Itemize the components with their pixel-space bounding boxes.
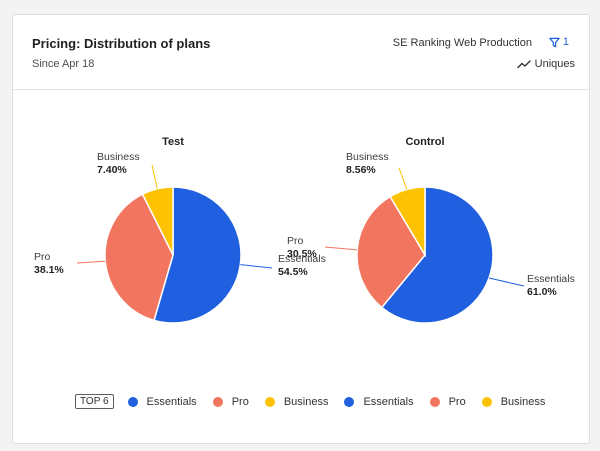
slice-value-label-essentials: 54.5% xyxy=(278,266,308,278)
top-n-badge[interactable]: TOP 6 xyxy=(75,394,114,409)
leader-line-pro xyxy=(324,246,358,251)
leader-line-business xyxy=(398,167,408,190)
slice-category-label-pro: Pro xyxy=(34,251,51,263)
leader-line-essentials xyxy=(240,264,273,269)
leader-line-business xyxy=(151,164,158,189)
card-title: Pricing: Distribution of plans xyxy=(32,36,211,51)
filter-icon xyxy=(549,37,560,47)
date-range: Since Apr 18 xyxy=(32,58,95,70)
legend-item-test-essentials[interactable]: Essentials xyxy=(127,395,197,408)
metric-selector[interactable]: Uniques xyxy=(516,58,575,70)
slice-category-label-pro: Pro xyxy=(287,235,304,247)
filter-count: 1 xyxy=(562,36,569,48)
legend-item-control-essentials[interactable]: Essentials xyxy=(344,395,414,408)
slice-category-label-business: Business xyxy=(97,151,140,163)
slice-value-label-pro: 30.5% xyxy=(287,248,317,260)
legend-item-test-pro[interactable]: Pro xyxy=(212,395,249,408)
legend-dot xyxy=(481,396,492,407)
chart-legend: TOP 6 Essentials Pro Business Essentials… xyxy=(75,394,561,409)
slice-value-label-essentials: 61.0% xyxy=(527,286,557,298)
slice-category-label-essentials: Essentials xyxy=(278,253,326,265)
legend-label: Pro xyxy=(231,395,249,408)
slice-value-label-pro: 38.1% xyxy=(34,264,64,276)
slice-value-label-business: 7.40% xyxy=(97,164,127,176)
slice-value-label-business: 8.56% xyxy=(346,164,376,176)
leader-line-pro xyxy=(76,260,106,264)
slice-category-label-essentials: Essentials xyxy=(527,273,575,285)
chart-title-control: Control xyxy=(405,136,444,148)
legend-item-control-pro[interactable]: Pro xyxy=(429,395,466,408)
chart-title-test: Test xyxy=(162,136,184,148)
card-header: Pricing: Distribution of plans Since Apr… xyxy=(13,15,589,90)
project-name: SE Ranking Web Production xyxy=(392,37,532,49)
legend-dot xyxy=(429,396,440,407)
legend-dot xyxy=(344,396,355,407)
legend-label: Business xyxy=(500,395,546,408)
pie-slice-business[interactable] xyxy=(389,186,426,258)
leader-line-essentials xyxy=(488,277,525,287)
legend-dot xyxy=(212,396,223,407)
legend-item-control-business[interactable]: Business xyxy=(481,395,546,408)
slice-category-label-business: Business xyxy=(346,151,389,163)
legend-label: Essentials xyxy=(363,395,414,408)
legend-item-test-business[interactable]: Business xyxy=(264,395,329,408)
metric-label: Uniques xyxy=(534,58,575,70)
legend-label: Essentials xyxy=(146,395,197,408)
filter-button[interactable]: 1 xyxy=(549,36,569,48)
legend-dot xyxy=(127,396,138,407)
pie-chart-test: Test Essentials54.5%Pro38.1%Business7.40… xyxy=(34,136,326,324)
legend-dot xyxy=(264,396,275,407)
trend-line-icon xyxy=(516,60,531,69)
pie-slice-pro[interactable] xyxy=(356,195,426,309)
chart-card: Pricing: Distribution of plans Since Apr… xyxy=(12,14,590,444)
pie-slice-business[interactable] xyxy=(141,186,174,256)
legend-label: Business xyxy=(283,395,329,408)
legend-label: Pro xyxy=(448,395,466,408)
